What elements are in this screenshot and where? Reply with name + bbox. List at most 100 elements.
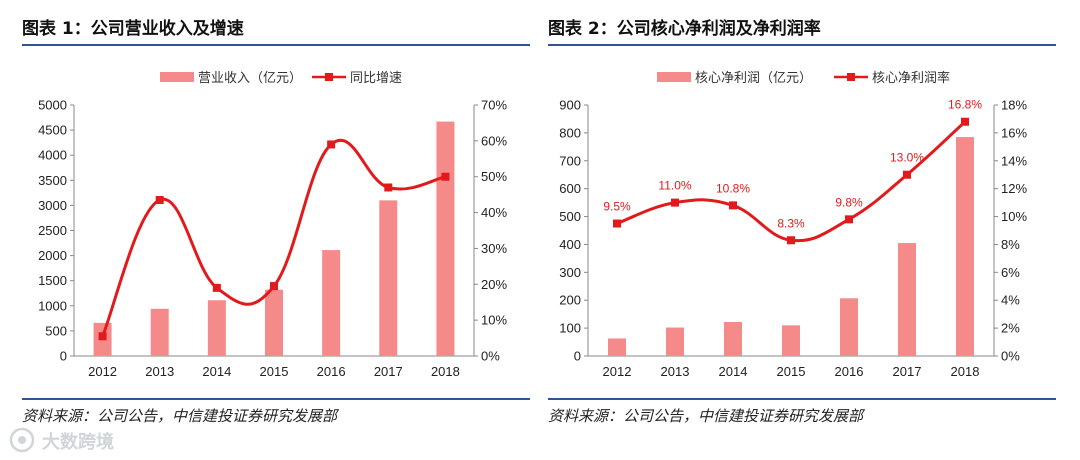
legend-line-label: 同比增速 — [350, 70, 402, 85]
legend-bar-label: 营业收入（亿元） — [198, 70, 302, 85]
left-axis-tick-label: 2000 — [38, 248, 67, 263]
line-point — [729, 201, 737, 210]
left-axis-tick-label: 800 — [559, 125, 581, 140]
right-axis-tick-label: 18% — [1001, 98, 1027, 113]
left-axis-tick-label: 900 — [559, 98, 581, 113]
data-label: 10.8% — [716, 181, 750, 195]
legend-bar-swatch — [160, 72, 194, 82]
left-axis-tick-label: 0 — [574, 349, 581, 364]
left-axis-tick-label: 400 — [559, 237, 581, 252]
bar — [265, 289, 283, 356]
bar — [666, 327, 684, 356]
x-axis-tick-label: 2017 — [893, 364, 922, 379]
title-rule — [548, 44, 1056, 46]
x-axis-tick-label: 2015 — [260, 364, 289, 379]
line-point — [961, 117, 969, 126]
right-axis-tick-label: 60% — [481, 133, 507, 148]
bar — [840, 298, 858, 356]
right-axis-tick-label: 6% — [1001, 265, 1020, 280]
left-axis-tick-label: 5000 — [38, 98, 67, 113]
data-label: 16.8% — [948, 98, 982, 112]
right-axis-tick-label: 16% — [1001, 125, 1027, 140]
bar — [322, 250, 341, 356]
profit-chart: 核心净利润（亿元） 核心净利润率 0 100 200 300 400 500 600 700 800… — [559, 70, 1027, 379]
line-point — [441, 172, 450, 181]
bar — [782, 325, 800, 356]
x-axis-tick-label: 2016 — [835, 364, 864, 379]
left-axis-tick-label: 600 — [559, 181, 581, 196]
right-axis-tick-label: 12% — [1001, 181, 1027, 196]
left-axis-tick-label: 1500 — [38, 273, 67, 288]
x-axis-tick-label: 2014 — [202, 364, 231, 379]
data-label: 9.5% — [603, 200, 631, 214]
left-axis-tick-label: 2500 — [38, 223, 67, 238]
source-rule — [22, 398, 530, 400]
x-axis-tick-label: 2012 — [603, 364, 632, 379]
right-axis-tick-label: 70% — [481, 98, 507, 113]
left-axis-tick-label: 4000 — [38, 148, 67, 163]
x-axis-tick-label: 2015 — [777, 364, 806, 379]
legend-line-marker — [847, 73, 855, 81]
legend-line-marker — [325, 73, 333, 81]
right-axis-tick-label: 50% — [481, 169, 507, 184]
bar — [379, 200, 398, 356]
watermark: 大数跨境 — [8, 426, 148, 456]
bar — [150, 308, 169, 356]
right-axis-tick-label: 10% — [481, 313, 507, 328]
bar — [898, 243, 916, 356]
line-point — [787, 236, 795, 245]
left-axis-tick-label: 4500 — [38, 123, 67, 138]
x-axis-tick-label: 2016 — [317, 364, 346, 379]
x-axis-tick-label: 2013 — [661, 364, 690, 379]
x-axis-tick-label: 2017 — [374, 364, 403, 379]
data-label: 11.0% — [658, 179, 691, 193]
watermark-logo-icon — [9, 427, 35, 453]
right-axis-tick-label: 0% — [481, 349, 500, 364]
right-axis-tick-label: 0% — [1001, 349, 1020, 364]
right-axis-tick-label: 10% — [1001, 209, 1027, 224]
x-axis-tick-label: 2013 — [145, 364, 174, 379]
revenue-chart-title: 图表 1：公司营业收入及增速 — [22, 19, 244, 39]
source-rule — [548, 398, 1056, 400]
bar — [956, 137, 974, 356]
data-label: 9.8% — [835, 195, 863, 209]
line-point — [98, 332, 107, 341]
bar — [207, 300, 226, 356]
left-axis-tick-label: 3000 — [38, 198, 67, 213]
bar — [436, 121, 455, 356]
line-point — [903, 170, 911, 179]
left-axis-tick-label: 3500 — [38, 173, 67, 188]
x-axis-tick-label: 2014 — [719, 364, 748, 379]
right-axis-tick-label: 40% — [481, 205, 507, 220]
right-axis-tick-label: 4% — [1001, 293, 1020, 308]
line-point — [613, 219, 621, 228]
legend-bar-swatch — [657, 72, 691, 82]
profit-chart-source: 资料来源：公司公告，中信建投证券研究发展部 — [548, 407, 864, 425]
left-axis-tick-label: 300 — [559, 265, 581, 280]
revenue-chart-panel: 图表 1：公司营业收入及增速 营业收入（亿元） 同比增速 0 500 1000 1500 2… — [22, 0, 538, 460]
line-point — [671, 198, 679, 207]
data-label: 8.3% — [777, 216, 805, 230]
line-point — [845, 215, 853, 224]
revenue-chart-source: 资料来源：公司公告，中信建投证券研究发展部 — [22, 407, 338, 425]
x-axis-tick-label: 2018 — [431, 364, 460, 379]
revenue-chart: 营业收入（亿元） 同比增速 0 500 1000 1500 2000 2500 3000 3500… — [38, 70, 507, 379]
bar — [724, 321, 742, 356]
line-point — [212, 283, 221, 292]
left-axis-tick-label: 100 — [559, 321, 581, 336]
line-point — [270, 282, 278, 291]
x-axis-tick-label: 2012 — [88, 364, 117, 379]
line-point — [327, 140, 336, 149]
title-rule — [22, 44, 530, 46]
line-point — [155, 196, 164, 205]
right-axis-tick-label: 30% — [481, 241, 507, 256]
right-axis-tick-label: 14% — [1001, 153, 1027, 168]
right-axis-tick-label: 20% — [481, 277, 507, 292]
x-axis-tick-label: 2018 — [951, 364, 980, 379]
data-label: 13.0% — [890, 151, 924, 165]
left-axis-tick-label: 200 — [559, 293, 581, 308]
legend-line-label: 核心净利润率 — [872, 70, 950, 85]
left-axis-tick-label: 500 — [559, 209, 581, 224]
bar — [608, 338, 626, 356]
left-axis-tick-label: 0 — [60, 349, 67, 364]
